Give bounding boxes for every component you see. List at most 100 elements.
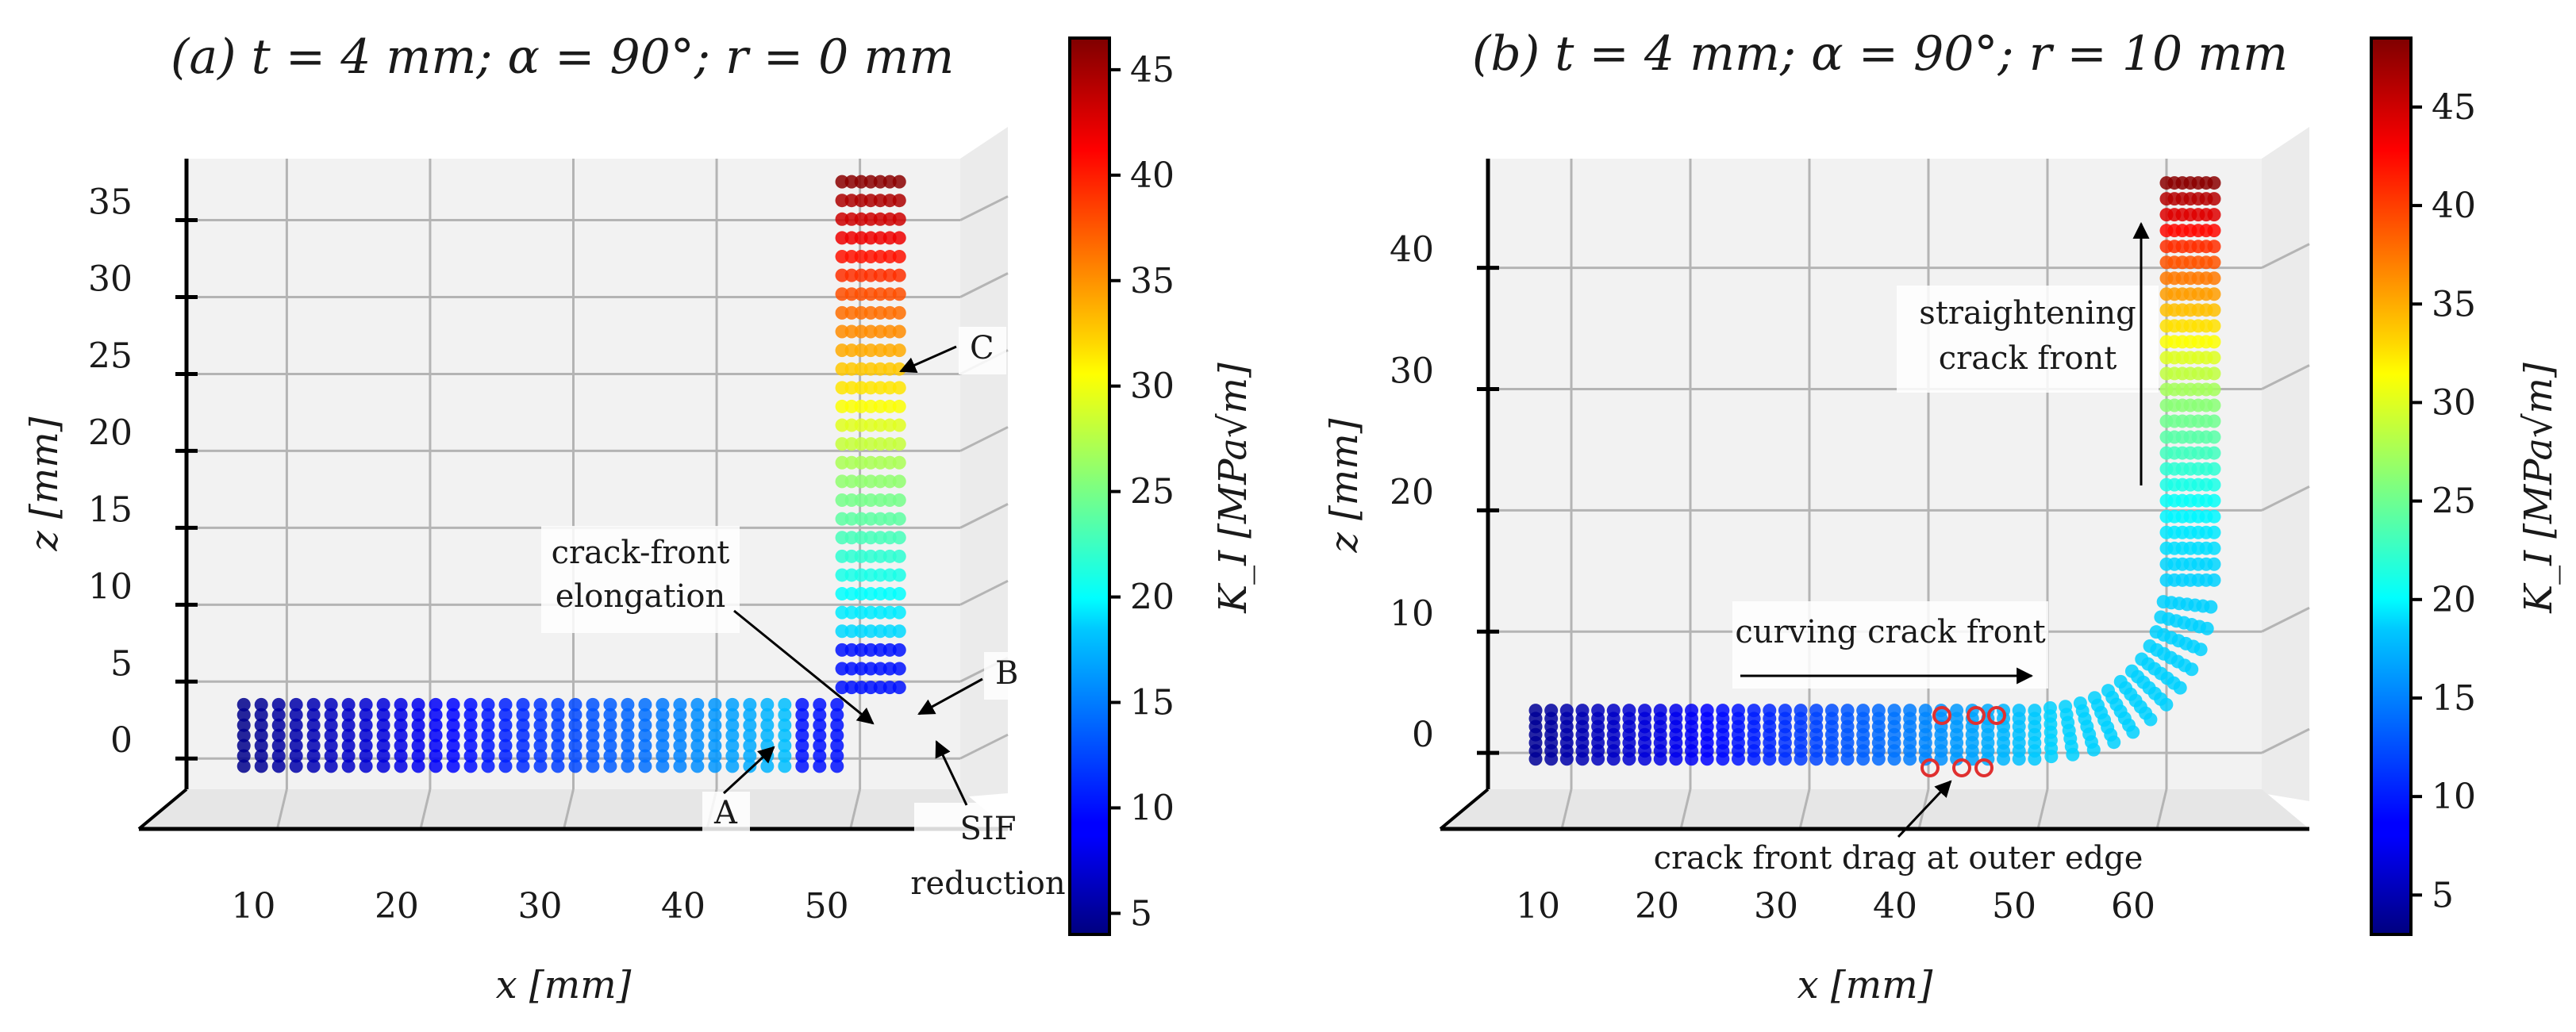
crack-front-point [795, 739, 809, 753]
x-tick-label: 20 [1635, 886, 1679, 926]
crack-front-point [882, 531, 897, 545]
panel-a-floor-left-edge [137, 788, 188, 831]
crack-front-point [892, 493, 906, 507]
z-tick-label: 0 [110, 720, 133, 761]
annotation-straightening-line1: straightening [1919, 295, 2136, 332]
crack-front-point [254, 697, 268, 712]
crack-front-point [2193, 643, 2208, 657]
crack-front-point [411, 749, 425, 763]
crack-front-point [1591, 704, 1605, 718]
crack-front-point [690, 728, 705, 742]
colorbar-tick-label: 40 [1130, 155, 1175, 196]
crack-front-point [586, 718, 600, 732]
crack-front-point [854, 437, 868, 451]
crack-front-point [813, 697, 827, 712]
crack-front-point [882, 512, 897, 526]
crack-front-point [429, 749, 443, 763]
annotation-elongation-arrow [733, 609, 875, 725]
crack-front-point [1669, 704, 1683, 718]
crack-front-point [813, 749, 827, 763]
crack-front-point [873, 194, 887, 208]
crack-front-point [835, 549, 849, 563]
crack-front-point [638, 759, 652, 773]
crack-front-point [882, 624, 897, 639]
crack-front-point [673, 728, 687, 742]
crack-front-point [603, 759, 617, 773]
crack-front-point [835, 605, 849, 620]
crack-front-point [621, 708, 635, 722]
crack-front-point [533, 718, 548, 732]
crack-front-point [429, 708, 443, 722]
crack-front-point [844, 681, 859, 695]
crack-front-point [638, 697, 652, 712]
crack-front-point [2207, 541, 2221, 555]
crack-front-point [2207, 335, 2221, 349]
crack-front-point [481, 718, 495, 732]
x-tick-label: 10 [1516, 886, 1560, 926]
crack-front-point [844, 493, 859, 507]
crack-front-point [289, 759, 303, 773]
crack-front-point [882, 474, 897, 489]
colorbar-tick-label: 15 [2432, 678, 2476, 719]
crack-front-point [854, 362, 868, 376]
crack-front-point [551, 697, 565, 712]
crack-front-point [882, 605, 897, 620]
crack-front-point [429, 728, 443, 742]
panel-a-colorbar [1068, 36, 1111, 936]
crack-front-point [835, 512, 849, 526]
panel-b-ticks: 10 20 30 40 50 60 0 10 20 30 40 [1390, 230, 2155, 926]
panel-b-floor [1440, 789, 2309, 829]
crack-front-point [498, 697, 513, 712]
crack-front-point [835, 568, 849, 582]
crack-front-point [835, 287, 849, 301]
crack-front-point [2207, 430, 2221, 444]
crack-front-point [1606, 704, 1621, 718]
crack-front-point [394, 697, 408, 712]
crack-front-point [463, 759, 478, 773]
crack-front-point [863, 437, 878, 451]
crack-front-point [271, 759, 286, 773]
annotation-straightening-line2: crack front [1939, 340, 2117, 377]
colorbar-tick-label: 20 [1130, 577, 1175, 618]
crack-front-point [873, 381, 887, 395]
crack-front-point [835, 474, 849, 489]
crack-front-point [376, 697, 390, 712]
crack-front-point [863, 474, 878, 489]
crack-front-point [844, 662, 859, 676]
crack-front-point [446, 718, 460, 732]
crack-front-point [2207, 271, 2221, 286]
crack-front-point [835, 231, 849, 245]
wall-grid-line [959, 503, 1009, 529]
crack-front-point [835, 624, 849, 639]
crack-front-point [854, 624, 868, 639]
crack-front-point [1559, 704, 1574, 718]
crack-front-point [481, 697, 495, 712]
crack-front-point [376, 749, 390, 763]
crack-front-point [271, 749, 286, 763]
crack-front-point [854, 643, 868, 657]
crack-front-point [341, 739, 356, 753]
z-tick-label: 20 [88, 412, 133, 453]
crack-front-point [873, 662, 887, 676]
crack-front-point [586, 728, 600, 742]
crack-front-point [743, 697, 757, 712]
crack-front-point [854, 399, 868, 413]
crack-front-point [892, 324, 906, 339]
crack-front-point [844, 568, 859, 582]
crack-front-point [873, 343, 887, 358]
panel-b-title: (b) t = 4 mm; α = 90°; r = 10 mm [1472, 26, 2288, 82]
panel-a-right-wall [960, 127, 1008, 797]
crack-front-point [778, 708, 792, 722]
crack-front-point [725, 718, 740, 732]
crack-front-point [708, 718, 722, 732]
crack-front-point [778, 718, 792, 732]
crack-front-point [863, 643, 878, 657]
crack-front-point [854, 231, 868, 245]
panel-b: (b) t = 4 mm; α = 90°; r = 10 mm 10 20 30 4… [1322, 26, 2561, 1007]
crack-front-point [892, 175, 906, 189]
crack-front-point [463, 749, 478, 763]
crack-front-point [882, 268, 897, 282]
annotation-drag-arrow [1897, 780, 1952, 838]
crack-front-point [254, 708, 268, 722]
